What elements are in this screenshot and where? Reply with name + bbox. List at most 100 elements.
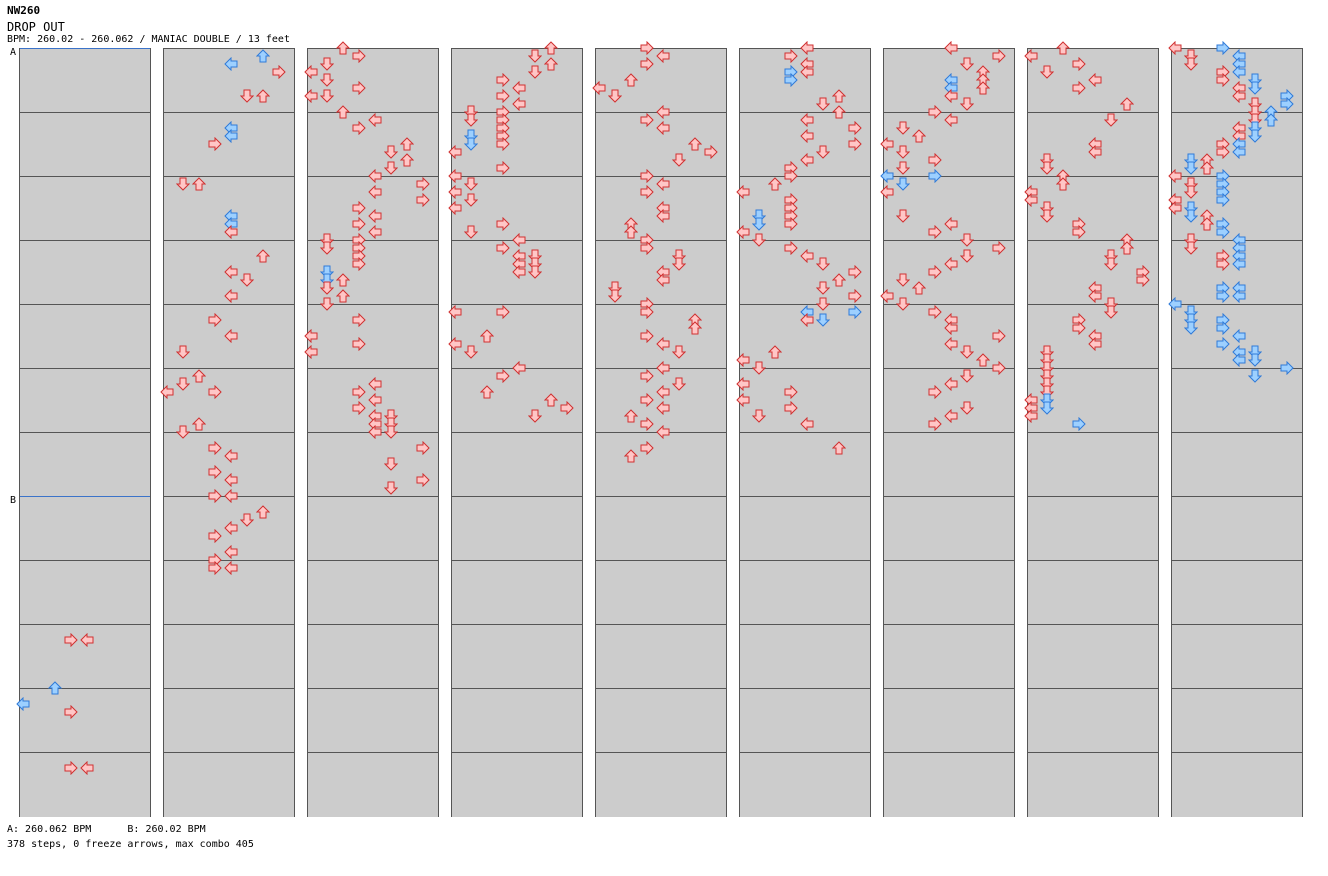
beat-stripe (740, 385, 870, 401)
arrow-left-icon (448, 201, 462, 215)
arrow-up-icon (976, 353, 990, 367)
arrow-right-icon (784, 217, 798, 231)
beat-stripe (452, 545, 582, 561)
measure-line (1172, 752, 1302, 753)
beat-stripe (884, 513, 1014, 529)
arrow-up-icon (1120, 97, 1134, 111)
measure-line (596, 176, 726, 177)
beat-stripe (884, 49, 1014, 65)
beat-stripe (452, 209, 582, 225)
arrow-up-icon (256, 89, 270, 103)
beat-stripe (308, 81, 438, 97)
beat-stripe (308, 129, 438, 145)
beat-stripe (740, 481, 870, 497)
beat-stripe (452, 657, 582, 673)
beat-stripe (1028, 801, 1158, 817)
arrow-left-icon (304, 65, 318, 79)
beat-stripe (20, 321, 150, 337)
beat-stripe (20, 401, 150, 417)
arrow-down-icon (896, 121, 910, 135)
measure-line (740, 176, 870, 177)
arrow-left-icon (448, 305, 462, 319)
measure-line (20, 752, 150, 753)
beat-stripe (596, 785, 726, 801)
beat-stripe (164, 673, 294, 689)
beat-stripe (884, 209, 1014, 225)
beat-stripe (452, 321, 582, 337)
arrow-up-icon (912, 129, 926, 143)
beat-stripe (1028, 561, 1158, 577)
beat-stripe (740, 625, 870, 641)
beat-stripe (164, 65, 294, 81)
arrow-right-icon (208, 529, 222, 543)
beat-stripe (452, 369, 582, 385)
measure-line (1172, 624, 1302, 625)
beat-stripe (20, 369, 150, 385)
measure-line (1172, 368, 1302, 369)
beat-stripe (596, 513, 726, 529)
arrow-right-icon (1216, 289, 1230, 303)
arrow-left-icon (656, 361, 670, 375)
beat-stripe (164, 577, 294, 593)
arrow-down-icon (1184, 57, 1198, 71)
measure-line (740, 240, 870, 241)
beat-stripe (20, 497, 150, 513)
arrow-left-icon (656, 385, 670, 399)
beat-stripe (884, 145, 1014, 161)
beat-stripe (596, 769, 726, 785)
arrow-left-icon (1168, 41, 1182, 55)
arrow-right-icon (640, 441, 654, 455)
measure-line (1028, 240, 1158, 241)
beat-stripe (740, 241, 870, 257)
measure-line (452, 496, 582, 497)
arrow-down-icon (464, 345, 478, 359)
measure-line (452, 112, 582, 113)
arrow-right-icon (352, 337, 366, 351)
beat-stripe (452, 417, 582, 433)
beat-stripe (740, 801, 870, 817)
arrow-left-icon (800, 313, 814, 327)
arrow-left-icon (736, 393, 750, 407)
arrow-up-icon (192, 177, 206, 191)
arrow-right-icon (784, 169, 798, 183)
arrow-right-icon (640, 393, 654, 407)
arrow-right-icon (928, 305, 942, 319)
arrow-down-icon (384, 481, 398, 495)
beat-stripe (308, 449, 438, 465)
beat-stripe (20, 673, 150, 689)
beat-stripe (740, 785, 870, 801)
measure-line (1028, 560, 1158, 561)
beat-stripe (740, 609, 870, 625)
arrow-down-icon (528, 65, 542, 79)
beat-stripe (20, 657, 150, 673)
arrow-left-icon (1232, 289, 1246, 303)
beat-stripe (596, 609, 726, 625)
arrow-left-icon (944, 377, 958, 391)
beat-stripe (1028, 209, 1158, 225)
arrow-right-icon (1072, 57, 1086, 71)
beat-stripe (1172, 417, 1302, 433)
beat-stripe (452, 529, 582, 545)
beat-stripe (596, 65, 726, 81)
measure-line (1028, 496, 1158, 497)
beat-stripe (452, 49, 582, 65)
arrow-right-icon (1216, 73, 1230, 87)
measure-line (308, 304, 438, 305)
arrow-down-icon (816, 281, 830, 295)
arrow-down-icon (960, 345, 974, 359)
arrow-down-icon (320, 73, 334, 87)
beat-stripe (596, 353, 726, 369)
arrow-right-icon (928, 105, 942, 119)
beat-stripe (884, 305, 1014, 321)
arrow-left-icon (944, 41, 958, 55)
arrow-left-icon (80, 633, 94, 647)
beat-stripe (164, 801, 294, 817)
arrow-down-icon (320, 297, 334, 311)
beat-stripe (308, 785, 438, 801)
beat-stripe (740, 497, 870, 513)
beat-stripe (884, 657, 1014, 673)
measure-line (20, 176, 150, 177)
beat-stripe (740, 401, 870, 417)
beat-stripe (1028, 513, 1158, 529)
arrow-up-icon (1200, 161, 1214, 175)
